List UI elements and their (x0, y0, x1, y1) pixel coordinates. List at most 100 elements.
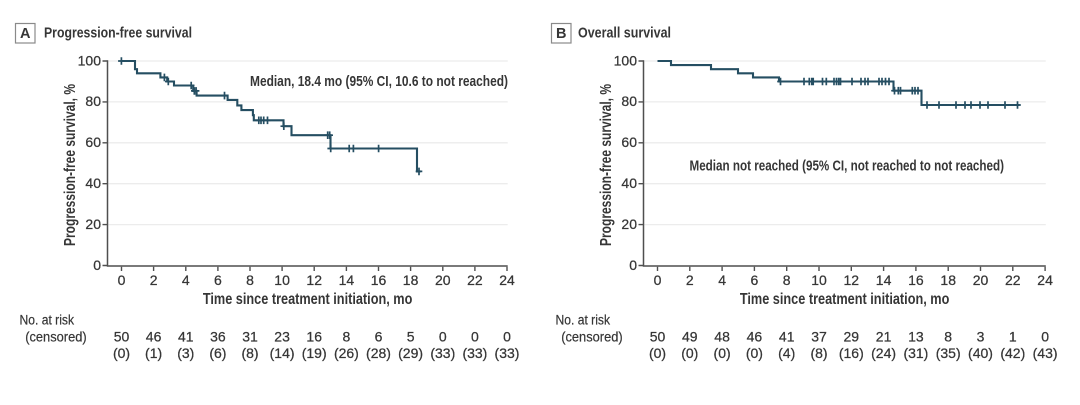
svg-text:14: 14 (876, 272, 892, 288)
svg-text:(31): (31) (903, 345, 928, 361)
svg-text:22: 22 (1005, 272, 1021, 288)
svg-text:40: 40 (85, 175, 101, 191)
svg-text:(censored): (censored) (25, 330, 86, 345)
svg-text:100: 100 (614, 52, 638, 68)
svg-text:(0): (0) (649, 345, 666, 361)
svg-text:Time since treatment initiatio: Time since treatment initiation, mo (740, 291, 950, 308)
svg-text:20: 20 (85, 216, 101, 232)
svg-text:Progression-free survival, %: Progression-free survival, % (598, 84, 615, 246)
svg-text:Median, 18.4 mo (95% CI, 10.6: Median, 18.4 mo (95% CI, 10.6 to not rea… (250, 74, 508, 90)
svg-text:3: 3 (977, 329, 985, 345)
svg-text:4: 4 (718, 272, 726, 288)
svg-text:1: 1 (1009, 329, 1017, 345)
svg-text:14: 14 (339, 272, 355, 288)
svg-text:B: B (556, 26, 566, 42)
svg-text:No. at risk: No. at risk (20, 313, 75, 328)
svg-text:31: 31 (242, 329, 258, 345)
svg-text:8: 8 (944, 329, 952, 345)
svg-text:20: 20 (621, 216, 637, 232)
svg-text:(33): (33) (430, 345, 455, 361)
svg-text:(8): (8) (241, 345, 258, 361)
svg-text:(19): (19) (302, 345, 327, 361)
svg-text:21: 21 (876, 329, 892, 345)
svg-text:0: 0 (439, 329, 447, 345)
svg-text:16: 16 (908, 272, 924, 288)
svg-text:(24): (24) (871, 345, 896, 361)
svg-text:(4): (4) (778, 345, 795, 361)
svg-text:80: 80 (621, 93, 637, 109)
svg-text:20: 20 (435, 272, 451, 288)
svg-text:(26): (26) (334, 345, 359, 361)
svg-text:37: 37 (811, 329, 827, 345)
svg-text:16: 16 (371, 272, 387, 288)
svg-text:46: 46 (747, 329, 763, 345)
svg-text:2: 2 (150, 272, 158, 288)
svg-text:Progression-free survival, %: Progression-free survival, % (62, 84, 79, 246)
svg-text:(censored): (censored) (561, 330, 623, 345)
svg-text:46: 46 (146, 329, 162, 345)
svg-text:(40): (40) (968, 345, 993, 361)
svg-text:24: 24 (499, 272, 515, 288)
svg-text:0: 0 (471, 329, 479, 345)
svg-text:(35): (35) (936, 345, 961, 361)
svg-text:60: 60 (85, 134, 101, 150)
svg-text:23: 23 (274, 329, 290, 345)
svg-text:41: 41 (779, 329, 795, 345)
svg-text:6: 6 (751, 272, 759, 288)
svg-text:(33): (33) (462, 345, 487, 361)
svg-text:24: 24 (1037, 272, 1053, 288)
svg-text:(14): (14) (270, 345, 295, 361)
svg-text:12: 12 (306, 272, 322, 288)
svg-text:(0): (0) (714, 345, 731, 361)
svg-text:5: 5 (407, 329, 415, 345)
svg-text:80: 80 (85, 93, 101, 109)
svg-text:(29): (29) (398, 345, 423, 361)
svg-text:(42): (42) (1000, 345, 1025, 361)
svg-text:6: 6 (214, 272, 222, 288)
svg-text:(1): (1) (145, 345, 162, 361)
svg-text:(43): (43) (1033, 345, 1058, 361)
svg-text:0: 0 (1041, 329, 1049, 345)
svg-text:29: 29 (844, 329, 860, 345)
svg-text:4: 4 (182, 272, 190, 288)
svg-text:2: 2 (686, 272, 694, 288)
svg-text:10: 10 (274, 272, 290, 288)
svg-text:36: 36 (210, 329, 226, 345)
svg-text:18: 18 (403, 272, 419, 288)
svg-text:A: A (20, 26, 31, 42)
svg-text:0: 0 (118, 272, 126, 288)
svg-text:Median not reached (95% CI, no: Median not reached (95% CI, not reached … (690, 159, 1005, 175)
svg-text:(8): (8) (810, 345, 827, 361)
svg-text:Overall survival: Overall survival (578, 25, 671, 42)
svg-text:(3): (3) (177, 345, 194, 361)
svg-text:13: 13 (908, 329, 924, 345)
svg-text:12: 12 (844, 272, 860, 288)
svg-text:(16): (16) (839, 345, 864, 361)
svg-text:(28): (28) (366, 345, 391, 361)
svg-text:8: 8 (343, 329, 351, 345)
svg-text:0: 0 (629, 257, 637, 273)
svg-text:0: 0 (93, 257, 101, 273)
svg-text:0: 0 (654, 272, 662, 288)
svg-text:Time since treatment initiatio: Time since treatment initiation, mo (203, 291, 413, 308)
svg-text:41: 41 (178, 329, 194, 345)
svg-text:100: 100 (78, 52, 102, 68)
svg-text:(6): (6) (209, 345, 226, 361)
svg-text:(0): (0) (746, 345, 763, 361)
svg-text:8: 8 (246, 272, 254, 288)
svg-text:50: 50 (114, 329, 130, 345)
svg-text:22: 22 (467, 272, 483, 288)
svg-text:60: 60 (621, 134, 637, 150)
svg-text:48: 48 (714, 329, 730, 345)
svg-text:40: 40 (621, 175, 637, 191)
svg-text:(33): (33) (495, 345, 520, 361)
svg-text:8: 8 (783, 272, 791, 288)
svg-text:18: 18 (940, 272, 956, 288)
svg-text:16: 16 (306, 329, 322, 345)
svg-text:49: 49 (682, 329, 698, 345)
svg-text:Progression-free survival: Progression-free survival (44, 25, 192, 42)
svg-text:(0): (0) (681, 345, 698, 361)
svg-text:6: 6 (375, 329, 383, 345)
svg-text:20: 20 (973, 272, 989, 288)
svg-text:10: 10 (811, 272, 827, 288)
